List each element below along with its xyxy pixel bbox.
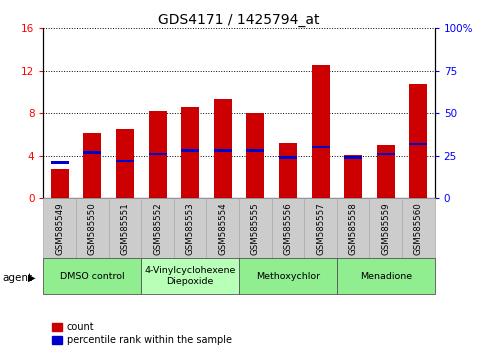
Text: Menadione: Menadione [360,272,412,281]
Text: 4-Vinylcyclohexene
Diepoxide: 4-Vinylcyclohexene Diepoxide [144,267,236,286]
Bar [279,156,297,159]
Text: GSM585553: GSM585553 [185,202,195,255]
Text: GSM585556: GSM585556 [284,202,293,255]
Text: Methoxychlor: Methoxychlor [256,272,320,281]
Text: GSM585558: GSM585558 [349,202,358,255]
Text: GSM585554: GSM585554 [218,202,227,255]
Bar [76,198,109,258]
Text: GSM585555: GSM585555 [251,202,260,255]
Bar [109,198,142,258]
Bar [84,133,101,198]
Bar [239,258,337,294]
Bar [43,198,76,258]
Bar [304,198,337,258]
Bar [116,160,134,162]
Bar [149,111,167,198]
Text: GSM585551: GSM585551 [120,202,129,255]
Bar [410,143,427,145]
Bar [84,151,101,154]
Bar [207,198,239,258]
Bar [239,198,271,258]
Bar [377,153,395,155]
Bar [181,149,199,152]
Text: GSM585560: GSM585560 [414,202,423,255]
Text: ▶: ▶ [28,273,36,283]
Legend: count, percentile rank within the sample: count, percentile rank within the sample [48,319,236,349]
Text: GSM585549: GSM585549 [55,202,64,255]
Bar [149,153,167,155]
Bar [51,161,69,164]
Bar [279,143,297,198]
Bar [214,149,232,152]
Bar [141,258,239,294]
Text: agent: agent [2,273,32,283]
Text: GSM585550: GSM585550 [88,202,97,255]
Text: GSM585552: GSM585552 [153,202,162,255]
Bar [214,99,232,198]
Bar [312,146,329,148]
Title: GDS4171 / 1425794_at: GDS4171 / 1425794_at [158,13,320,27]
Bar [337,258,435,294]
Bar [377,145,395,198]
Text: DMSO control: DMSO control [60,272,125,281]
Bar [344,155,362,198]
Bar [402,198,435,258]
Bar [369,198,402,258]
Bar [116,129,134,198]
Bar [337,198,369,258]
Bar [246,149,264,152]
Bar [174,198,207,258]
Bar [246,113,264,198]
Text: GSM585557: GSM585557 [316,202,325,255]
Bar [271,198,304,258]
Bar [51,169,69,198]
Text: GSM585559: GSM585559 [381,202,390,255]
Bar [43,258,142,294]
Bar [344,156,362,159]
Bar [141,198,174,258]
Bar [312,65,329,198]
Bar [181,107,199,198]
Bar [410,84,427,198]
